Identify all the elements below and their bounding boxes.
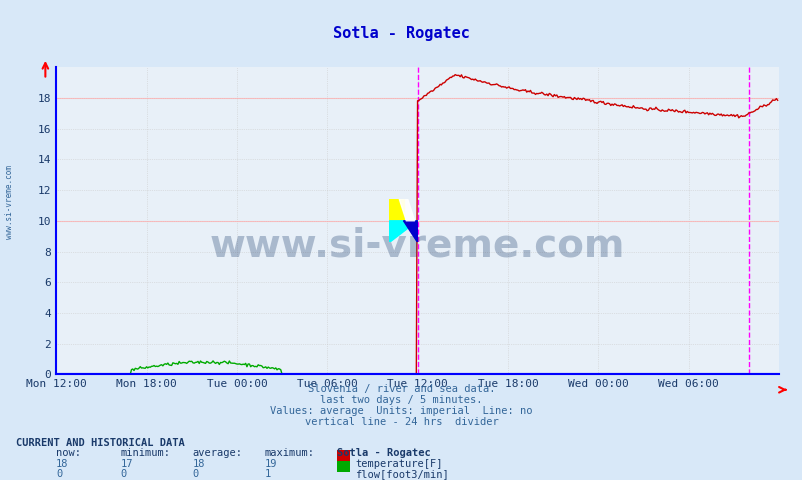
Text: 18: 18 [192, 459, 205, 469]
Text: average:: average: [192, 448, 242, 458]
Text: now:: now: [56, 448, 81, 458]
Polygon shape [399, 199, 415, 221]
Text: Values: average  Units: imperial  Line: no: Values: average Units: imperial Line: no [270, 406, 532, 416]
Text: Sotla - Rogatec: Sotla - Rogatec [333, 26, 469, 41]
Text: www.si-vreme.com: www.si-vreme.com [5, 165, 14, 239]
Text: 17: 17 [120, 459, 133, 469]
Text: 0: 0 [192, 469, 199, 480]
Text: flow[foot3/min]: flow[foot3/min] [354, 469, 448, 480]
Text: temperature[F]: temperature[F] [354, 459, 442, 469]
Text: 19: 19 [265, 459, 277, 469]
Text: Sotla - Rogatec: Sotla - Rogatec [337, 448, 431, 458]
Text: 0: 0 [120, 469, 127, 480]
Text: maximum:: maximum: [265, 448, 314, 458]
Text: 18: 18 [56, 459, 69, 469]
Text: 0: 0 [56, 469, 63, 480]
Polygon shape [403, 221, 417, 242]
Bar [389, 199, 403, 221]
Polygon shape [389, 221, 417, 242]
Text: minimum:: minimum: [120, 448, 170, 458]
Text: last two days / 5 minutes.: last two days / 5 minutes. [320, 395, 482, 405]
Text: CURRENT AND HISTORICAL DATA: CURRENT AND HISTORICAL DATA [16, 438, 184, 448]
Text: vertical line - 24 hrs  divider: vertical line - 24 hrs divider [304, 417, 498, 427]
Text: 1: 1 [265, 469, 271, 480]
Text: Slovenia / river and sea data.: Slovenia / river and sea data. [307, 384, 495, 394]
Text: www.si-vreme.com: www.si-vreme.com [209, 227, 625, 264]
